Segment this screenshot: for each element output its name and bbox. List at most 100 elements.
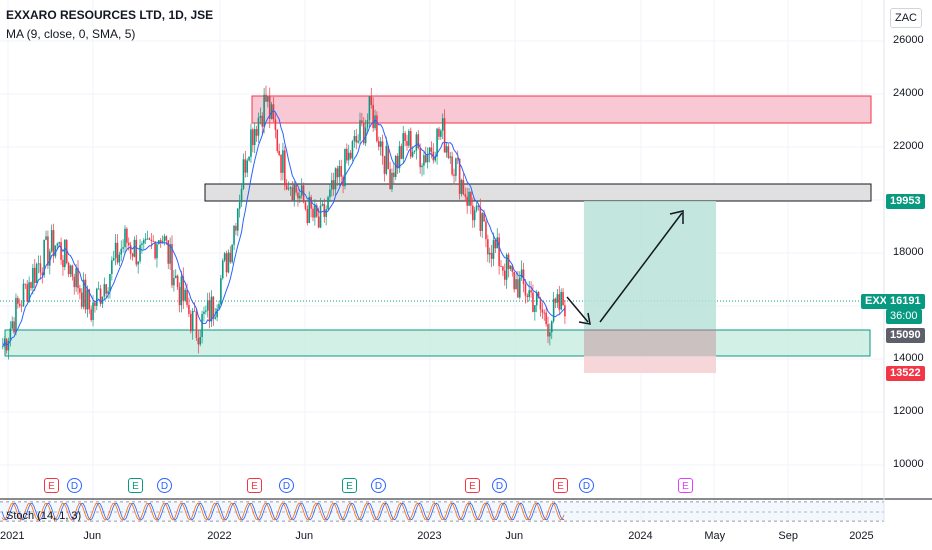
candle bbox=[503, 270, 506, 280]
candle bbox=[99, 288, 102, 304]
candle bbox=[50, 230, 53, 252]
candle bbox=[312, 208, 314, 218]
currency-button[interactable]: ZAC bbox=[890, 8, 922, 28]
candle bbox=[284, 150, 286, 186]
candle bbox=[126, 228, 128, 243]
candle bbox=[558, 294, 561, 310]
candle bbox=[30, 282, 32, 289]
candle bbox=[161, 241, 164, 243]
candle bbox=[259, 115, 262, 118]
candle bbox=[156, 244, 158, 259]
candle bbox=[306, 209, 309, 224]
candle bbox=[246, 160, 248, 173]
candle bbox=[372, 104, 374, 129]
earnings-icon[interactable]: E bbox=[247, 478, 262, 493]
candle bbox=[502, 266, 504, 271]
candle bbox=[447, 146, 450, 158]
earnings-icon[interactable]: E bbox=[678, 478, 693, 493]
candle bbox=[436, 128, 438, 157]
candle bbox=[445, 146, 448, 153]
candle bbox=[528, 290, 530, 297]
x-tick-label: 2021 bbox=[0, 530, 25, 542]
earnings-icon[interactable]: E bbox=[128, 478, 143, 493]
candle bbox=[163, 236, 166, 242]
candle bbox=[441, 118, 444, 131]
candle bbox=[470, 191, 472, 206]
dividend-icon[interactable]: D bbox=[67, 478, 82, 493]
candle bbox=[487, 239, 489, 255]
candle bbox=[9, 328, 12, 341]
candle bbox=[336, 168, 339, 178]
candle bbox=[462, 179, 465, 195]
candle bbox=[250, 129, 252, 157]
candle bbox=[321, 203, 324, 206]
earnings-icon[interactable]: E bbox=[44, 478, 59, 493]
candle bbox=[96, 288, 98, 306]
candle bbox=[190, 313, 192, 332]
earnings-icon[interactable]: E bbox=[465, 478, 480, 493]
dividend-icon[interactable]: D bbox=[492, 478, 507, 493]
candle bbox=[344, 148, 346, 187]
candle bbox=[267, 96, 269, 102]
stop-overlap bbox=[584, 330, 716, 356]
chart-title: EXXARO RESOURCES LTD, 1D, JSE bbox=[6, 8, 214, 22]
candle bbox=[244, 159, 247, 173]
candle bbox=[451, 156, 453, 175]
candle bbox=[421, 165, 423, 168]
candle bbox=[550, 321, 553, 333]
candle bbox=[64, 239, 66, 268]
candle bbox=[105, 284, 107, 294]
dividend-icon[interactable]: D bbox=[157, 478, 172, 493]
indicator-label[interactable]: MA (9, close, 0, SMA, 5) bbox=[6, 27, 136, 41]
candle bbox=[171, 244, 173, 286]
candle bbox=[231, 244, 233, 263]
candle bbox=[37, 263, 40, 265]
earnings-icon[interactable]: E bbox=[342, 478, 357, 493]
candle bbox=[413, 150, 416, 152]
candle bbox=[67, 263, 70, 275]
candle bbox=[238, 202, 241, 209]
dividend-icon[interactable]: D bbox=[279, 478, 294, 493]
candle bbox=[346, 148, 348, 161]
candle bbox=[477, 205, 480, 207]
candle bbox=[206, 300, 209, 311]
candle bbox=[65, 239, 68, 264]
stoch-label[interactable]: Stoch (14, 1, 3) bbox=[6, 510, 82, 522]
earnings-icon[interactable]: E bbox=[553, 478, 568, 493]
candle bbox=[549, 332, 551, 337]
candle bbox=[347, 152, 350, 161]
candle bbox=[547, 324, 549, 337]
candle bbox=[216, 308, 218, 318]
y-tick-label: 14000 bbox=[893, 352, 924, 364]
candle bbox=[86, 289, 89, 310]
candle bbox=[139, 244, 141, 262]
candle bbox=[131, 253, 134, 257]
candle bbox=[349, 152, 352, 159]
y-tick-label: 12000 bbox=[893, 405, 924, 417]
candle bbox=[248, 156, 250, 161]
candle bbox=[237, 208, 239, 231]
candle bbox=[485, 221, 487, 240]
candle bbox=[210, 296, 213, 322]
candle bbox=[552, 298, 555, 322]
candle bbox=[472, 205, 474, 221]
candle bbox=[519, 277, 521, 298]
x-tick-label: 2024 bbox=[628, 530, 653, 542]
candle bbox=[92, 302, 94, 320]
stop-price-badge: 13522 bbox=[886, 366, 925, 381]
y-tick-label: 26000 bbox=[893, 34, 924, 46]
candle bbox=[80, 292, 83, 307]
dividend-icon[interactable]: D bbox=[371, 478, 386, 493]
candle bbox=[398, 146, 401, 169]
candle bbox=[261, 115, 264, 127]
candle bbox=[340, 166, 342, 177]
y-tick-label: 24000 bbox=[893, 87, 924, 99]
candle bbox=[39, 263, 42, 273]
candle bbox=[176, 275, 179, 288]
candle bbox=[2, 346, 4, 347]
candle bbox=[396, 155, 399, 169]
dividend-icon[interactable]: D bbox=[579, 478, 594, 493]
candle bbox=[500, 266, 502, 267]
candle bbox=[146, 238, 149, 240]
